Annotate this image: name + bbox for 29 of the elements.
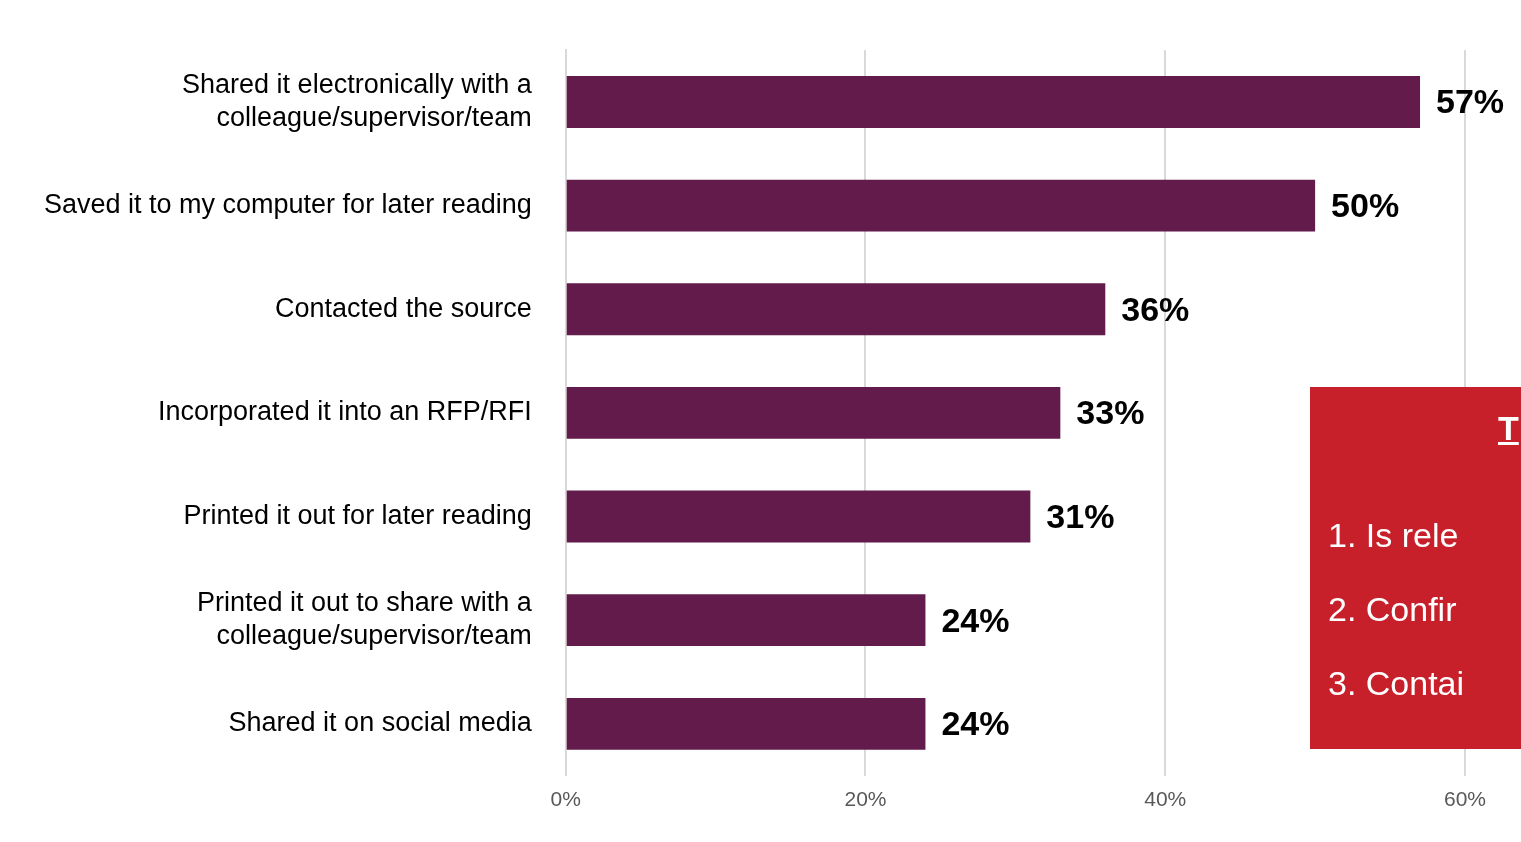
bar (566, 179, 1316, 232)
annotation: 2. Confir (1328, 589, 1458, 630)
callout-box: T 1. Is rele 2. Confir 3. Contai (1310, 387, 1521, 749)
data-label: 24% (941, 600, 1010, 639)
data-label: 50% (1331, 186, 1400, 225)
data-label: 57% (1436, 82, 1505, 121)
y-tick-label: Saved it to my computer for later reading (43, 189, 532, 220)
data-label: 36% (1121, 289, 1190, 328)
y-tick-label: Printed it out to share with a colleague/supervisor/team (197, 587, 533, 650)
data-label: 24% (941, 704, 1010, 743)
bar (566, 386, 1061, 439)
x-tick-label: 40% (1144, 787, 1187, 810)
annotation: 3. Contai (1328, 663, 1466, 704)
bar (566, 697, 926, 750)
bar (566, 76, 1421, 128)
bar (566, 490, 1031, 543)
x-tick-label: 0% (550, 787, 581, 810)
y-tick-label: Printed it out for later reading (183, 499, 532, 530)
x-tick-label: 20% (844, 787, 887, 810)
annotation: 1. Is rele (1328, 515, 1460, 556)
data-label: 33% (1076, 393, 1145, 432)
bar (566, 283, 1106, 336)
y-tick-label: Incorporated it into an RFP/RFI (158, 396, 532, 427)
data-label: 31% (1046, 496, 1115, 535)
x-tick-label: 60% (1443, 787, 1487, 810)
y-tick-label: Shared it electronically with a colleague/supervisor/team (182, 69, 533, 132)
y-tick-label: Contacted the source (275, 292, 532, 323)
bar (566, 594, 926, 647)
y-tick-label: Shared it on social media (228, 707, 533, 738)
